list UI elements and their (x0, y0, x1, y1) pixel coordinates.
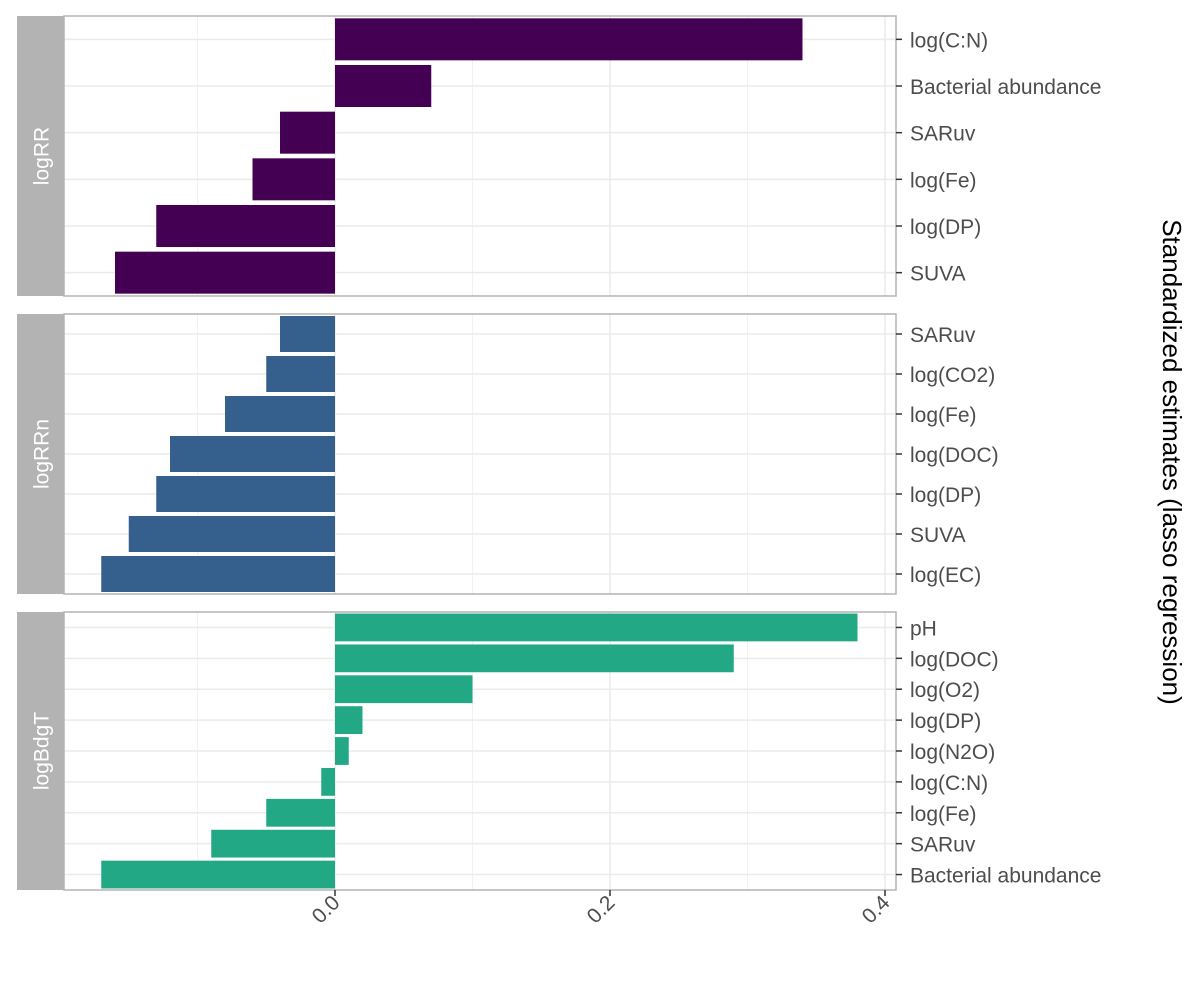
y-tick-label: SARuv (910, 834, 976, 857)
bar (101, 860, 335, 889)
bar (335, 675, 473, 704)
y-tick-label: SUVA (910, 263, 966, 286)
bar (170, 436, 335, 472)
x-tick-label: 0.2 (583, 891, 620, 928)
facet-strip (17, 16, 64, 296)
bar (266, 798, 335, 827)
y-tick-label: log(EC) (910, 564, 981, 587)
y-tick-label: Bacterial abundance (910, 76, 1101, 99)
y-tick-label: log(Fe) (910, 169, 977, 192)
panel-logRRn: logRRn SARuv log(CO2) log(Fe) log(DOC) log(DP… (17, 313, 999, 595)
y-tick-label: log(C:N) (910, 772, 988, 795)
bar (280, 111, 335, 154)
y-tick-label: log(DP) (910, 484, 981, 507)
bar (266, 356, 335, 392)
bar (335, 737, 349, 765)
y-tick-label: pH (910, 617, 937, 640)
y-tick-label: log(DOC) (910, 444, 999, 467)
bar (115, 251, 335, 294)
bar (335, 644, 734, 673)
y-tick-label: log(DOC) (910, 648, 999, 671)
facet-strip-label: logBdgT (31, 712, 54, 790)
bar (335, 706, 363, 735)
y-tick-label: log(Fe) (910, 404, 977, 427)
y-tick-label: log(N2O) (910, 741, 995, 764)
y-tick-label: SARuv (910, 123, 976, 146)
y-tick-label: log(C:N) (910, 29, 988, 52)
facet-strip (17, 314, 64, 594)
bar (156, 205, 335, 247)
bar (101, 556, 335, 592)
bar (280, 316, 335, 352)
facet-strip (17, 612, 64, 890)
panel-logRR: logRR log(C:N) Bacterial abundance SARuv log… (17, 15, 1101, 297)
y-tick-label: Bacterial abundance (910, 865, 1101, 888)
y-tick-label: log(CO2) (910, 364, 995, 387)
bar (321, 767, 335, 796)
y-tick-label: log(DP) (910, 710, 981, 733)
bar (252, 158, 335, 201)
panel-logBdgT: logBdgT pH log(DOC) log(O2) log(DP) log(N2O) l… (17, 611, 1101, 891)
y-tick-label: log(Fe) (910, 803, 977, 826)
y-tick-label: SUVA (910, 524, 966, 547)
bar (335, 613, 858, 642)
facet-strip-label: logRR (31, 127, 54, 185)
y-tick-label: SARuv (910, 324, 976, 347)
y-tick-label: log(DP) (910, 216, 981, 239)
panel-background (64, 16, 896, 296)
y-tick-label: log(O2) (910, 679, 980, 702)
x-tick-label: 0.0 (308, 891, 345, 928)
x-tick-label: 0.4 (858, 891, 895, 928)
facet-strip-label: logRRn (31, 419, 54, 489)
x-axis: 0.0 0.2 0.4 (308, 890, 895, 928)
bar (156, 476, 335, 512)
bar (335, 65, 432, 107)
bar (128, 516, 335, 552)
bar (211, 829, 335, 858)
bar (225, 396, 335, 432)
y-axis-title: Standardized estimates (lasso regression… (1157, 219, 1187, 705)
bar (335, 18, 803, 61)
